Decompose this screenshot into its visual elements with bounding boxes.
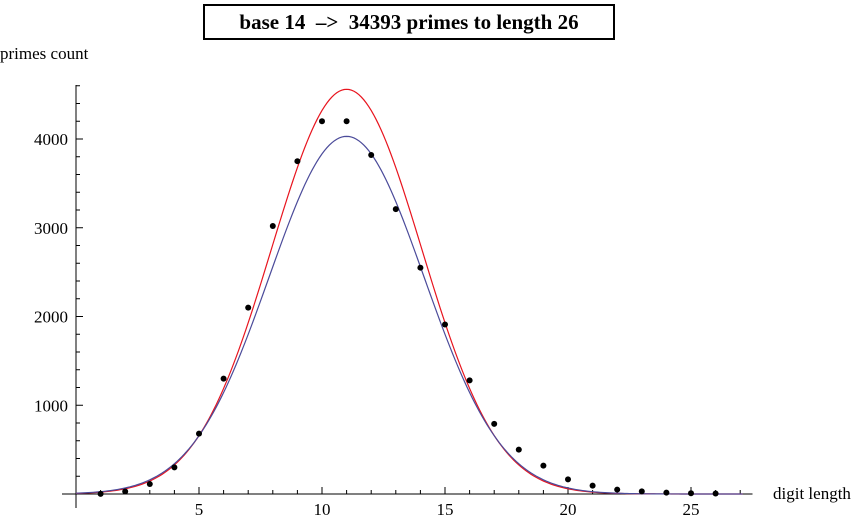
- data-point: [146, 481, 153, 488]
- data-point: [368, 151, 375, 158]
- y-axis-label: primes count: [0, 44, 89, 63]
- x-tick-label: 15: [437, 500, 454, 519]
- data-point: [392, 206, 399, 213]
- data-point: [245, 304, 252, 311]
- data-points: [97, 118, 719, 497]
- data-point: [171, 464, 178, 471]
- curve-line-1: [75, 88, 743, 495]
- data-point: [466, 377, 473, 384]
- data-point: [663, 489, 670, 496]
- tick-labels: 5 10 15 20 25 1000 2000 3000 4000: [34, 130, 700, 519]
- y-tick-label: 4000: [34, 130, 68, 149]
- data-point: [614, 486, 621, 493]
- data-point: [417, 264, 424, 271]
- data-point: [220, 375, 227, 382]
- x-tick-label: 5: [195, 500, 204, 519]
- data-point: [540, 462, 547, 469]
- data-point: [269, 222, 276, 229]
- data-point: [712, 490, 719, 497]
- data-point: [565, 476, 571, 483]
- y-tick-label: 2000: [34, 308, 68, 327]
- data-point: [638, 488, 645, 495]
- x-axis-label: digit length: [773, 484, 851, 503]
- x-tick-label: 20: [560, 500, 577, 519]
- data-point: [688, 490, 694, 497]
- x-tick-label: 10: [314, 500, 331, 519]
- data-point: [97, 490, 104, 497]
- y-tick-label: 3000: [34, 219, 68, 238]
- data-point: [196, 430, 202, 437]
- chart-title: base 14 –> 34393 primes to length 26: [203, 4, 615, 40]
- axes: [62, 85, 753, 508]
- curve-line-2: [75, 135, 743, 495]
- data-point: [442, 321, 448, 328]
- data-point: [515, 446, 522, 453]
- x-tick-label: 25: [683, 500, 700, 519]
- fitted-curves: [75, 88, 743, 495]
- data-point: [319, 118, 325, 125]
- data-point: [589, 482, 596, 489]
- data-point: [122, 488, 129, 495]
- data-point: [343, 118, 350, 125]
- y-tick-label: 1000: [34, 396, 68, 415]
- data-point: [491, 420, 498, 427]
- data-point: [294, 158, 301, 165]
